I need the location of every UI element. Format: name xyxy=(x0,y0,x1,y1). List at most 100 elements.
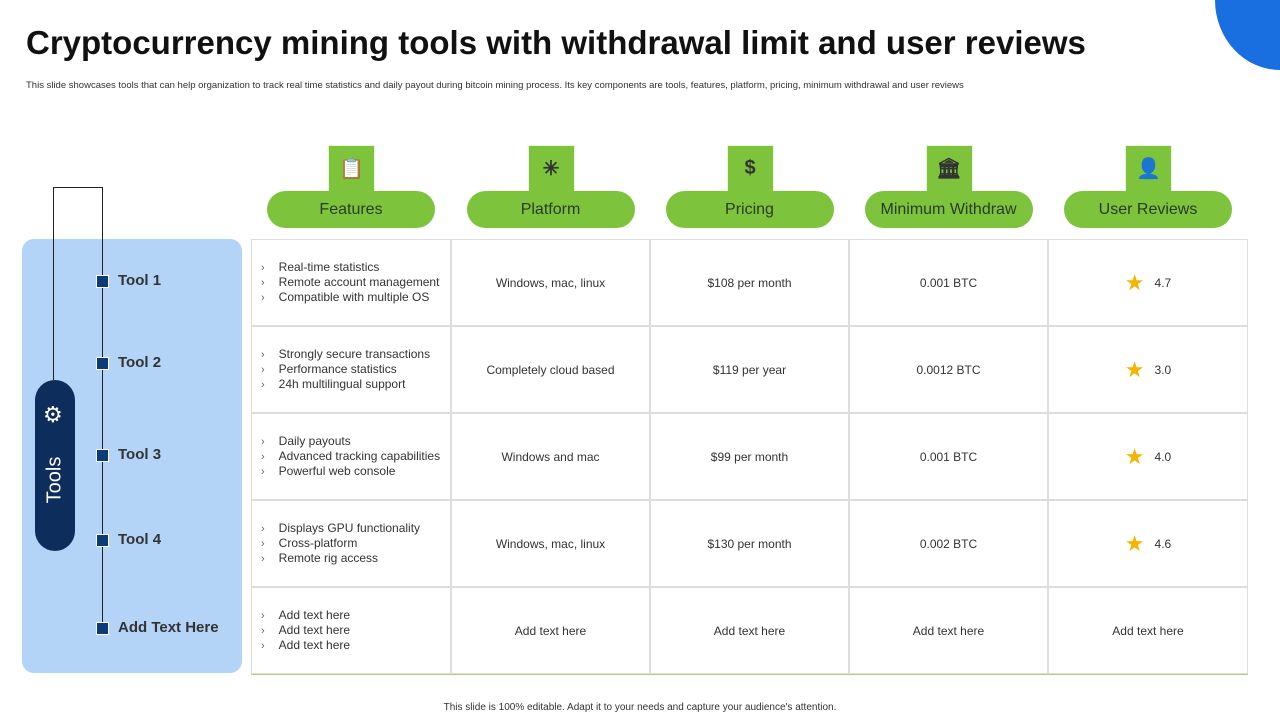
platform-value: Completely cloud based xyxy=(486,362,615,377)
tool-marker xyxy=(96,357,109,370)
rating-cell: ★ 4.6 xyxy=(1048,500,1248,587)
withdraw-value: 0.0012 BTC xyxy=(916,362,981,377)
column-header: Minimum Withdraw xyxy=(864,191,1033,228)
user-review-icon: 👤 xyxy=(1125,145,1172,192)
tool-marker xyxy=(96,449,109,462)
withdraw-cell: 0.001 BTC xyxy=(849,413,1048,500)
feature-item: Advanced tracking capabilities xyxy=(261,449,450,464)
connector-line xyxy=(102,187,103,628)
rating-cell: ★ 3.0 xyxy=(1048,326,1248,413)
platform-value: Add text here xyxy=(514,623,587,638)
column-header: Pricing xyxy=(665,191,834,228)
tool-label: Tool 2 xyxy=(118,354,162,371)
rating-value: 4.7 xyxy=(1154,275,1172,290)
column-header: User Reviews xyxy=(1064,191,1232,228)
feature-item: Remote account management xyxy=(261,275,450,290)
page-subtitle: This slide showcases tools that can help… xyxy=(26,80,964,91)
rating-value: 4.6 xyxy=(1154,536,1172,551)
pricing-value: Add text here xyxy=(713,623,786,638)
tool-label: Tool 4 xyxy=(118,531,162,548)
connector-line xyxy=(53,187,54,380)
rating-cell: ★ 4.7 xyxy=(1048,239,1248,326)
pricing-cell: Add text here xyxy=(650,587,849,674)
feature-item: Strongly secure transactions xyxy=(261,347,450,362)
feature-item: Performance statistics xyxy=(261,362,450,377)
platform-cell: Completely cloud based xyxy=(451,326,650,413)
column-header: Platform xyxy=(466,191,635,228)
tool-label: Tool 3 xyxy=(118,446,162,463)
features-cell: Displays GPU functionalityCross-platform… xyxy=(251,500,451,587)
withdraw-value: 0.001 BTC xyxy=(919,275,978,290)
pricing-cell: $119 per year xyxy=(650,326,849,413)
column-header-label: Features xyxy=(319,200,383,218)
feature-item: Add text here xyxy=(261,608,450,623)
feature-item: Daily payouts xyxy=(261,434,450,449)
platform-cell: Add text here xyxy=(451,587,650,674)
features-cell: Real-time statisticsRemote account manag… xyxy=(251,239,451,326)
platform-cell: Windows, mac, linux xyxy=(451,239,650,326)
rating-value: Add text here xyxy=(1112,623,1184,638)
feature-item: Powerful web console xyxy=(261,464,450,479)
pricing-cell: $130 per month xyxy=(650,500,849,587)
feature-item: Real-time statistics xyxy=(261,260,450,275)
tool-marker xyxy=(96,534,109,547)
tools-table: Real-time statisticsRemote account manag… xyxy=(251,239,1248,675)
clipboard-icon: 📋 xyxy=(328,145,375,192)
column-header-label: Minimum Withdraw xyxy=(880,200,1017,218)
platform-cell: Windows, mac, linux xyxy=(451,500,650,587)
pricing-value: $108 per month xyxy=(707,275,792,290)
features-cell: Daily payoutsAdvanced tracking capabilit… xyxy=(251,413,451,500)
star-icon: ★ xyxy=(1124,269,1145,295)
feature-item: Add text here xyxy=(261,623,450,638)
withdraw-value: 0.002 BTC xyxy=(919,536,978,551)
tool-label: Add Text Here xyxy=(118,619,219,636)
platform-cell: Windows and mac xyxy=(451,413,650,500)
platform-value: Windows, mac, linux xyxy=(495,536,606,551)
platform-value: Windows, mac, linux xyxy=(495,275,606,290)
rating-value: 4.0 xyxy=(1154,449,1172,464)
platform-value: Windows and mac xyxy=(501,449,600,464)
withdraw-value: Add text here xyxy=(912,623,985,638)
pricing-value: $119 per year xyxy=(712,362,787,377)
column-header-label: Pricing xyxy=(725,200,774,218)
rating-value: 3.0 xyxy=(1154,362,1172,377)
connector-line xyxy=(53,187,102,188)
feature-item: 24h multilingual support xyxy=(261,377,450,392)
feature-item: Compatible with multiple OS xyxy=(261,290,450,305)
gear-icon: ⚙ xyxy=(43,402,63,427)
withdraw-cell: 0.002 BTC xyxy=(849,500,1048,587)
tool-label: Tool 1 xyxy=(118,272,162,289)
tool-marker xyxy=(96,622,109,635)
tools-label: Tools xyxy=(43,456,66,504)
column-header: Features xyxy=(267,191,435,228)
page-title: Cryptocurrency mining tools with withdra… xyxy=(26,24,1086,61)
pricing-value: $130 per month xyxy=(707,536,792,551)
tool-marker xyxy=(96,275,109,288)
network-icon: ✳ xyxy=(527,145,575,192)
star-icon: ★ xyxy=(1124,443,1145,469)
feature-item: Cross-platform xyxy=(261,536,450,551)
withdraw-value: 0.001 BTC xyxy=(919,449,978,464)
footer-note: This slide is 100% editable. Adapt it to… xyxy=(443,702,837,713)
decorative-circle xyxy=(1215,0,1280,70)
rating-cell: ★ 4.0 xyxy=(1048,413,1248,500)
coins-bank-icon: 🏛 xyxy=(925,145,973,192)
feature-item: Displays GPU functionality xyxy=(261,521,450,536)
column-header-label: User Reviews xyxy=(1098,200,1198,218)
withdraw-cell: 0.001 BTC xyxy=(849,239,1048,326)
star-icon: ★ xyxy=(1124,530,1145,556)
star-icon: ★ xyxy=(1124,356,1145,382)
feature-item: Add text here xyxy=(261,638,450,653)
pricing-cell: $108 per month xyxy=(650,239,849,326)
tools-label-pill: ⚙ Tools xyxy=(35,380,75,551)
rating-cell: Add text here xyxy=(1048,587,1248,674)
pricing-cell: $99 per month xyxy=(650,413,849,500)
column-header-label: Platform xyxy=(520,200,581,218)
features-cell: Strongly secure transactionsPerformance … xyxy=(251,326,451,413)
price-tag-dollar-icon: $ xyxy=(726,145,774,192)
feature-item: Remote rig access xyxy=(261,551,450,566)
pricing-value: $99 per month xyxy=(710,449,789,464)
withdraw-cell: Add text here xyxy=(849,587,1048,674)
withdraw-cell: 0.0012 BTC xyxy=(849,326,1048,413)
